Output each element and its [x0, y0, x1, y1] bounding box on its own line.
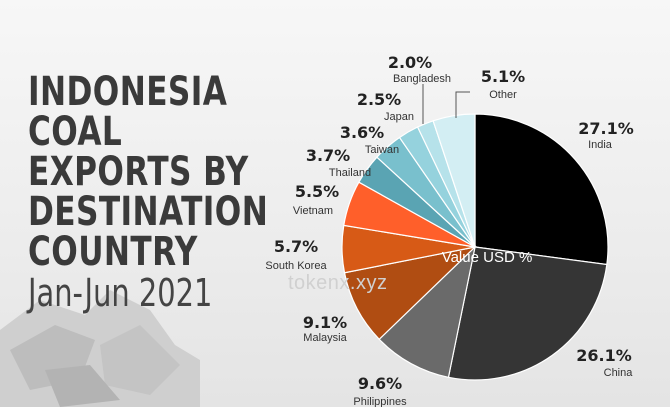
data-label-thailand: 3.7% [306, 146, 350, 165]
title-line: COAL [28, 109, 123, 155]
category-label-south-korea: South Korea [265, 260, 327, 272]
category-label-vietnam: Vietnam [293, 205, 333, 217]
category-label-other: Other [489, 89, 517, 101]
title-line: INDONESIA [28, 69, 228, 115]
data-label-india: 27.1% [578, 119, 634, 138]
title-line: COUNTRY [28, 229, 198, 275]
category-label-china: China [604, 367, 634, 379]
pie-slice-philippines [378, 245, 476, 379]
data-label-bangladesh: 2.0% [388, 53, 432, 72]
data-label-japan: 2.5% [357, 90, 401, 109]
title-line: EXPORTS BY [28, 149, 249, 195]
category-label-bangladesh: Bangladesh [393, 73, 451, 85]
category-label-philippines: Philippines [353, 396, 407, 407]
data-label-china: 26.1% [576, 346, 632, 365]
pie-slice-china [447, 246, 608, 381]
data-label-other: 5.1% [481, 67, 525, 86]
category-label-japan: Japan [384, 111, 414, 123]
chart-title: INDONESIA COAL EXPORTS BY DESTINATION CO… [28, 72, 278, 314]
coal-decoration [0, 290, 200, 407]
watermark: tokenx.xyz [288, 272, 388, 294]
category-label-thailand: Thailand [329, 167, 371, 179]
category-label-malaysia: Malaysia [303, 332, 347, 344]
category-label-taiwan: Taiwan [365, 144, 399, 156]
center-label: Value USD % [442, 249, 533, 266]
leader-line-other [455, 91, 470, 118]
data-label-south-korea: 5.7% [274, 237, 318, 256]
pie-slice-india [474, 113, 609, 266]
data-label-taiwan: 3.6% [340, 123, 384, 142]
chart-subtitle: Jan-Jun 2021 [28, 271, 213, 315]
data-label-vietnam: 5.5% [295, 182, 339, 201]
data-label-malaysia: 9.1% [303, 313, 347, 332]
category-label-india: India [588, 139, 613, 151]
data-label-philippines: 9.6% [358, 374, 402, 393]
pie-slice-other [432, 113, 476, 248]
